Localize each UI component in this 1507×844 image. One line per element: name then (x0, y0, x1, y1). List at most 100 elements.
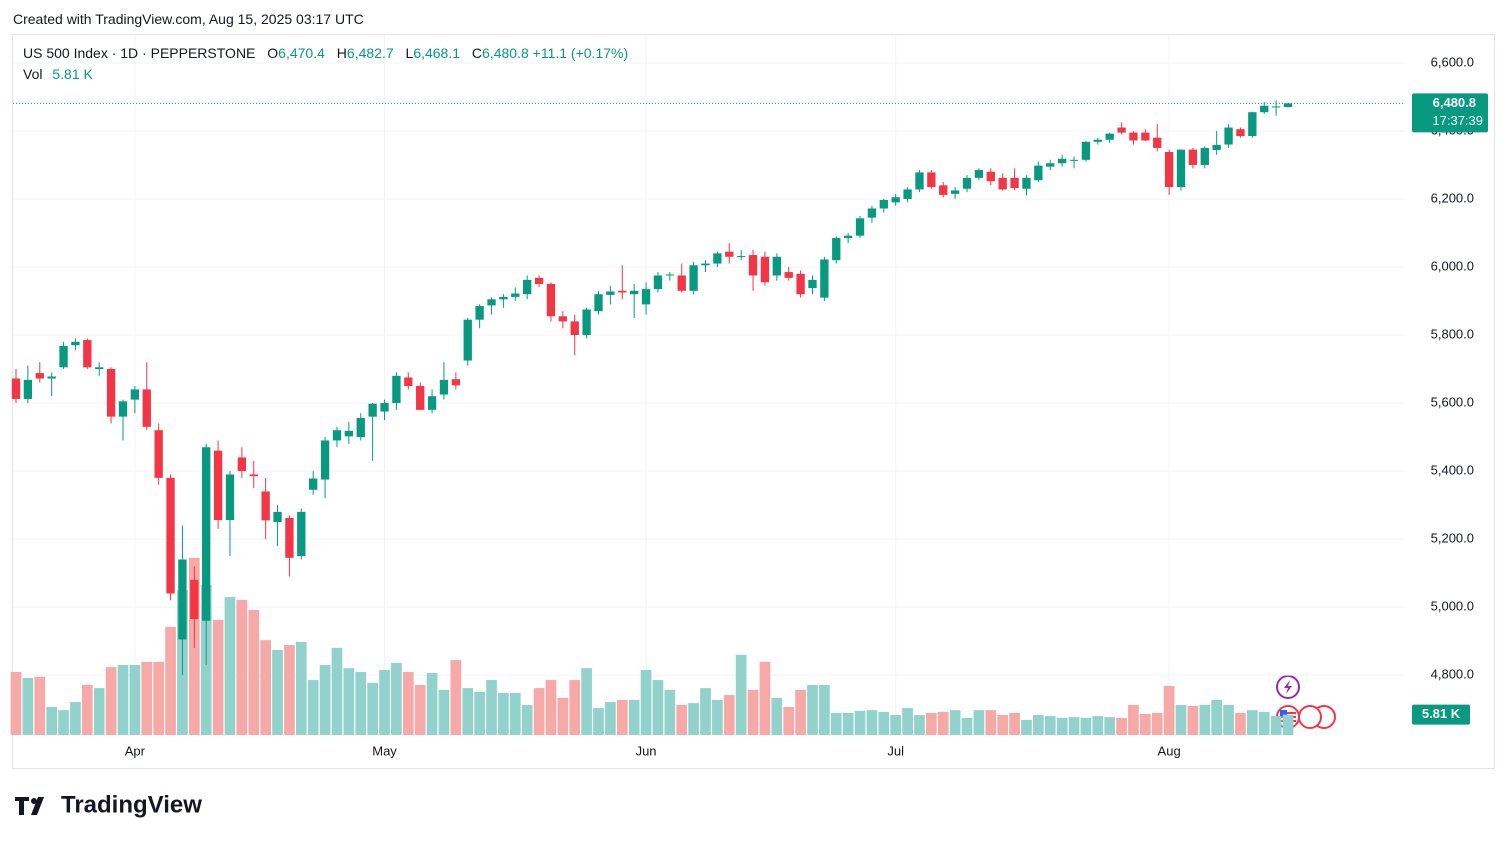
candle-body (1188, 149, 1198, 165)
candle-body (523, 279, 532, 295)
x-tick-label: Jun (636, 743, 657, 758)
candle-body (71, 341, 80, 346)
candle-body (736, 256, 746, 258)
y-tick-label: 4,800.0 (1431, 667, 1474, 682)
volume-bar (1223, 704, 1234, 735)
volume-bar (284, 645, 295, 735)
volume-bar (260, 640, 271, 735)
volume-bar (426, 673, 438, 735)
candle-body (297, 511, 306, 557)
chart-frame (12, 34, 1495, 769)
last-volume-tag (1412, 704, 1470, 725)
candle-body (427, 396, 437, 410)
candle-body (1248, 112, 1257, 137)
candle-body (249, 474, 258, 477)
volume-bar (688, 703, 699, 735)
candle-body (511, 293, 520, 297)
volume-bar (34, 676, 46, 735)
volume-legend-value: 5.81 K (52, 66, 93, 82)
volume-bar (605, 702, 616, 735)
volume-bar (771, 697, 783, 735)
candle-body (166, 477, 175, 594)
volume-bar (141, 661, 153, 735)
candle-body (1105, 133, 1114, 140)
candle-body (665, 274, 674, 276)
candle-body (915, 172, 924, 190)
volume-bar (165, 626, 176, 735)
countdown-label: 17:37:39 (1432, 113, 1483, 128)
volume-bar (616, 700, 628, 735)
candle-body (1046, 163, 1055, 167)
volume-bar (272, 649, 283, 735)
volume-bar (498, 693, 509, 735)
candle-body (1022, 177, 1031, 189)
candle-body (106, 369, 116, 417)
legend-close-label: C (471, 45, 483, 61)
legend-symbol: US 500 Index · 1D · PEPPERSTONE (23, 45, 256, 61)
candle-body (261, 491, 270, 521)
legend-row: US 500 Index · 1D · PEPPERSTONE O6,470.4… (23, 45, 628, 61)
candle-body (879, 199, 888, 209)
candle-body (1093, 139, 1102, 142)
y-tick-label: 6,000.0 (1431, 258, 1474, 273)
candle-body (713, 253, 722, 264)
candle-body (1153, 137, 1162, 148)
candle-body (1224, 127, 1233, 145)
candle-body (416, 386, 425, 410)
y-tick-label: 6,200.0 (1431, 190, 1474, 205)
volume-bar (1080, 717, 1092, 735)
candle-body (1283, 103, 1293, 107)
legend-close: 6,480.8 (482, 45, 529, 61)
brand-logo (15, 797, 44, 815)
candle-body (772, 256, 781, 276)
x-tick-label: Jul (887, 743, 904, 758)
candle-body (59, 345, 68, 368)
volume-bar (22, 677, 34, 735)
candle-body (618, 290, 627, 293)
volume-bar (105, 667, 117, 735)
candle-body (689, 265, 698, 291)
volume-bar (854, 710, 866, 735)
candle-body (748, 255, 758, 276)
volume-bar (1270, 716, 1282, 735)
candle-body (404, 377, 413, 387)
candle-body (1010, 177, 1019, 189)
candle-body (178, 559, 187, 640)
volume-bar (1258, 711, 1270, 735)
candle-body (1236, 129, 1245, 137)
candle-body (1141, 132, 1150, 141)
volume-bar (1033, 715, 1044, 735)
volume-bar (735, 654, 747, 735)
volume-bar (533, 688, 545, 735)
candle-body (939, 185, 948, 195)
volume-bar (664, 689, 676, 735)
candle-body (439, 379, 449, 395)
candle-body (891, 197, 900, 203)
volume-bar (391, 662, 402, 735)
candle-body (380, 403, 389, 412)
volume-bar (1068, 717, 1080, 735)
x-tick-label: May (372, 743, 397, 758)
volume-bar (973, 710, 985, 735)
y-tick-label: 6,600.0 (1431, 54, 1474, 69)
candle-body (843, 235, 853, 239)
candle-body (701, 263, 710, 266)
volume-bar (46, 707, 58, 735)
volume-bar (1044, 716, 1056, 735)
volume-bar (1235, 712, 1246, 735)
candle-body (11, 378, 21, 399)
volume-bar (1056, 717, 1068, 735)
volume-bar (914, 715, 925, 735)
candle-body (1212, 144, 1221, 150)
candle-body (832, 238, 841, 261)
candle-body (974, 170, 984, 178)
candle-body (558, 316, 568, 322)
volume-bar (81, 684, 93, 735)
y-tick-label: 5,400.0 (1431, 462, 1474, 477)
volume-bar (723, 695, 735, 735)
volume-bar (712, 700, 723, 735)
y-tick-label: 5,200.0 (1431, 531, 1474, 546)
candle-body (725, 251, 734, 257)
volume-bar (1009, 712, 1020, 735)
